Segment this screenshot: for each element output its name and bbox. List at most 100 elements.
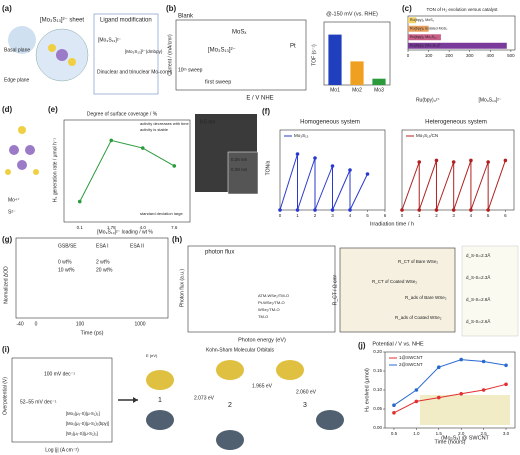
point: [348, 208, 352, 212]
label: Overpotential (V): [2, 377, 8, 415]
label: Photon flux (a.u.): [179, 269, 185, 307]
label: [Mo₃S₁₃]²⁻ loading / wt %: [97, 229, 153, 235]
s-atom: [68, 58, 76, 66]
axis-frame: [401, 129, 515, 211]
point: [451, 160, 456, 164]
x-tick-label: 0.5: [391, 431, 398, 436]
label: [Mo₃S₁₃]²⁻: [98, 37, 121, 43]
axis-frame: [11, 357, 113, 443]
category-label: Ru(bpy)₃ [Mo₃S₁₃]²⁻: [410, 44, 442, 48]
legend-label: 2@SWCNT: [399, 362, 423, 367]
panel-label: (e): [48, 105, 58, 114]
category-label: Ru(bpy)₃ Mo₂S₁₂: [410, 35, 437, 39]
x-tick-label: 400: [487, 53, 495, 58]
label: TON of H₂ evolution versus catalyst: [427, 7, 499, 12]
x-tick-label: 200: [445, 53, 453, 58]
point: [109, 138, 114, 143]
category-label: Ru(bpy)₃ MoS₂: [410, 18, 435, 22]
label: [W₃(μ₃-S)(μ-S₂)₃]: [66, 431, 98, 436]
category-label: Mo3: [374, 87, 384, 93]
box: [93, 13, 159, 95]
point: [365, 172, 370, 176]
x-tick-label: 3: [331, 213, 334, 218]
category-label: Mo1: [330, 87, 340, 93]
x-tick-label: 7.6: [171, 225, 178, 230]
label: 3: [303, 402, 307, 409]
point: [313, 156, 317, 160]
point: [436, 395, 441, 400]
label: 1: [158, 397, 162, 404]
x-tick-label: 4: [349, 213, 352, 218]
legend-label: 1@SWCNT: [399, 355, 423, 360]
point: [313, 208, 317, 212]
point: [436, 365, 441, 370]
point: [295, 208, 300, 212]
y-tick-label: 0.10: [373, 387, 382, 392]
label: R_CT of Bare WSe₂: [398, 259, 438, 264]
point: [414, 388, 419, 392]
label: Degree of surface coverage / %: [87, 111, 158, 117]
label: TM-O: [258, 314, 268, 319]
label: 52–55 mV dec⁻¹: [20, 399, 57, 405]
label: Edge plane: [4, 77, 30, 83]
point: [392, 411, 396, 415]
label: Normalized ΔOD: [3, 266, 9, 304]
label: Potential / V vs. NHE: [372, 341, 424, 347]
label: (Mo₃Sₓ) @ SWCNT: [441, 435, 489, 441]
label: Ru(bpy)₃²⁺: [416, 97, 440, 103]
label: d_S-S=2.3Å: [466, 274, 490, 280]
label: 10 wt%: [58, 267, 75, 273]
series-line: [279, 153, 368, 211]
y-tick-label: 0.05: [373, 406, 382, 411]
label: 0.26 nm: [231, 157, 248, 162]
label: 20 wt%: [96, 267, 113, 273]
axis-frame: [339, 247, 456, 333]
label: [Mo₃S₁₃]²⁻(dmbpy): [125, 49, 163, 54]
point: [295, 152, 300, 156]
s-atom: [48, 44, 56, 52]
structures-h: [461, 245, 519, 337]
point: [140, 146, 145, 150]
point: [469, 208, 473, 212]
x-tick-label: 4.0: [140, 225, 147, 230]
point: [481, 359, 486, 364]
legend-label: Mo₃S₁₃: [294, 133, 309, 138]
panel-label: (g): [2, 235, 13, 244]
x-tick-label: 6: [504, 213, 507, 218]
label: Homogeneous system: [300, 120, 360, 126]
label: @-150 mV (vs. RHE): [326, 11, 378, 17]
axis-frame: [15, 237, 169, 319]
cnt-image: [420, 395, 510, 425]
x-tick-label: 2: [435, 213, 438, 218]
molecule-d: [5, 126, 39, 175]
point: [417, 160, 422, 164]
point: [172, 164, 177, 168]
point: [434, 158, 439, 163]
label: 10ᵗʰ sweep: [178, 67, 203, 73]
series-line: [79, 139, 175, 202]
label: Dinuclear and trinuclear Mo-cores: [97, 69, 173, 75]
point: [459, 392, 464, 396]
x-tick-label: 6: [384, 213, 387, 218]
plot-bg: [340, 248, 455, 332]
label: Irradiation time / h: [370, 221, 414, 227]
label: 100: [76, 321, 85, 327]
label: R_CT of Coated WSe₂: [372, 279, 417, 284]
x-tick-label: 4: [470, 213, 473, 218]
point: [348, 168, 352, 172]
label: -40: [16, 321, 23, 327]
bar: [408, 17, 417, 24]
label: Heterogeneous system: [425, 120, 487, 126]
label: [Mo₃S₁₃]²⁻: [208, 48, 236, 54]
label: Photon energy (eV): [238, 337, 286, 343]
point: [434, 208, 439, 212]
panel-label: (f): [262, 107, 270, 116]
label: H₂ generation rate / µmol h⁻¹: [52, 138, 58, 202]
label: ESA II: [130, 243, 144, 249]
label: Kohn-Sham Molecular Orbitals: [206, 347, 275, 353]
label: Pt: [290, 44, 296, 50]
series-line: [393, 383, 507, 414]
x-tick-label: 0: [401, 213, 404, 218]
x-tick-label: 0: [407, 53, 410, 58]
bar: [350, 61, 364, 85]
